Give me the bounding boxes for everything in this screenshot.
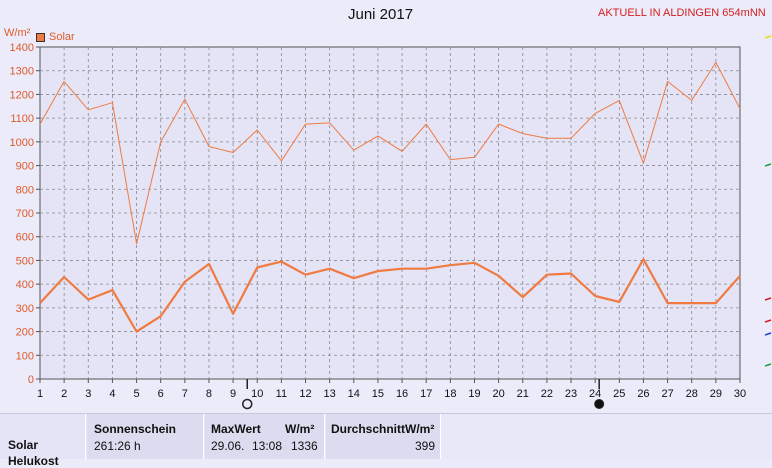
- max-cell: MaxWert W/m² 29.06. 13:08 1336: [205, 414, 325, 459]
- x-tick-label: 11: [276, 388, 287, 400]
- y-tick-label: 100: [16, 350, 34, 362]
- y-tick-label: 1200: [10, 89, 34, 101]
- legend: Solar: [36, 31, 75, 43]
- y-tick-label: 0: [28, 374, 34, 386]
- x-tick-label: 9: [230, 388, 236, 400]
- x-tick-label: 19: [468, 388, 480, 400]
- y-axis-unit: W/m²: [4, 27, 30, 39]
- max-unit: W/m²: [285, 422, 314, 436]
- x-tick-label: 5: [133, 388, 139, 400]
- x-tick-label: 13: [324, 388, 336, 400]
- y-tick-label: 600: [16, 232, 34, 244]
- new-moon-icon: [595, 400, 604, 409]
- x-tick-label: 2: [61, 388, 67, 400]
- max-date: 29.06.: [211, 439, 244, 453]
- y-tick-label: 200: [16, 327, 34, 339]
- y-tick-label: 700: [16, 208, 34, 220]
- x-tick-label: 26: [637, 388, 649, 400]
- y-tick-label: 1100: [10, 113, 34, 125]
- solar-line-chart: 0 100 200 300 400 500 600 700 800 900 1000 1100 1200…: [0, 0, 772, 413]
- x-tick-label: 18: [444, 388, 456, 400]
- x-tick-label: 22: [541, 388, 553, 400]
- sunshine-label: Sonnenschein: [94, 422, 176, 436]
- max-time: 13:08: [252, 439, 282, 453]
- y-tick-label: 300: [16, 303, 34, 315]
- edge-indicator: [765, 164, 771, 166]
- x-tick-label: 7: [182, 388, 188, 400]
- row-label: Solar: [8, 438, 38, 452]
- x-tick-label: 30: [734, 388, 746, 400]
- x-tick-label: 4: [109, 388, 115, 400]
- y-tick-label: 500: [16, 255, 34, 267]
- x-tick-label: 17: [420, 388, 432, 400]
- x-tick-label: 25: [613, 388, 625, 400]
- full-moon-icon: [243, 400, 252, 409]
- x-tick-label: 8: [206, 388, 212, 400]
- sunshine-cell: Sonnenschein 261:26 h: [87, 414, 204, 459]
- y-tick-label: 1400: [10, 42, 34, 54]
- y-tick-label: 800: [16, 184, 34, 196]
- x-tick-label: 21: [517, 388, 529, 400]
- y-tick-label: 1000: [10, 137, 34, 149]
- x-tick-label: 14: [348, 388, 360, 400]
- x-tick-label: 20: [492, 388, 504, 400]
- row-label-cell: Solar Helukost: [0, 414, 86, 459]
- x-tick-label: 6: [158, 388, 164, 400]
- x-tick-label: 12: [299, 388, 311, 400]
- x-tick-label: 16: [396, 388, 408, 400]
- x-tick-label: 3: [85, 388, 91, 400]
- edge-indicator: [765, 333, 771, 335]
- y-tick-label: 900: [16, 161, 34, 173]
- y-tick-label: 400: [16, 279, 34, 291]
- edge-indicator: [765, 320, 771, 322]
- x-tick-label: 10: [251, 388, 263, 400]
- x-tick-label: 27: [661, 388, 673, 400]
- x-tick-label: 29: [710, 388, 722, 400]
- avg-label: DurchschnittW/m²: [331, 422, 434, 436]
- edge-indicator: [765, 36, 771, 38]
- x-tick-label: 28: [686, 388, 698, 400]
- chart-title: Juni 2017: [348, 6, 413, 23]
- x-tick-label: 15: [372, 388, 384, 400]
- avg-value: 399: [415, 439, 435, 453]
- max-value: 1336: [291, 439, 318, 453]
- y-tick-label: 1300: [10, 66, 34, 78]
- sunshine-value: 261:26 h: [94, 439, 141, 453]
- x-tick-label: 23: [565, 388, 577, 400]
- x-tick-label: 1: [37, 388, 43, 400]
- max-label: MaxWert: [211, 422, 261, 436]
- edge-indicator: [765, 364, 771, 366]
- location-label: AKTUELL IN ALDINGEN 654mNN: [598, 7, 766, 19]
- legend-label: Solar: [49, 31, 75, 43]
- x-tick-label: 24: [589, 388, 601, 400]
- avg-cell: DurchschnittW/m² 399: [326, 414, 441, 459]
- row-label-2: Helukost: [8, 454, 59, 468]
- edge-indicator: [765, 298, 771, 300]
- legend-swatch: [36, 33, 45, 42]
- summary-footer: Solar Helukost Sonnenschein 261:26 h Max…: [0, 413, 772, 459]
